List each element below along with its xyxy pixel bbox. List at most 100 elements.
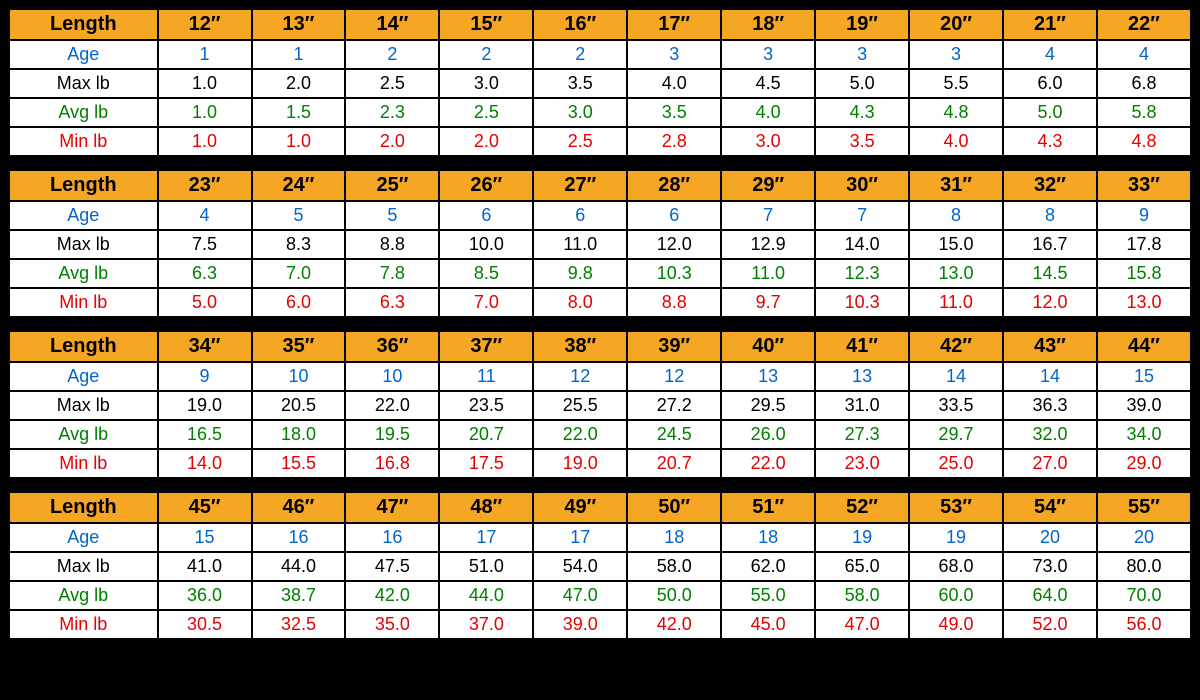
data-cell: 7.5 [158,230,252,259]
data-cell: 2.5 [439,98,533,127]
data-cell: 10.3 [815,288,909,317]
data-cell: 27.0 [1003,449,1097,478]
data-cell: 8.8 [345,230,439,259]
data-cell: 44.0 [439,581,533,610]
data-cell: 5.0 [158,288,252,317]
avg-lb-row: Avg lb16.518.019.520.722.024.526.027.329… [9,420,1191,449]
row-label: Max lb [9,391,158,420]
data-cell: 11 [439,362,533,391]
data-cell: 5 [345,201,439,230]
header-length-value: 45″ [158,492,252,523]
header-length-value: 22″ [1097,9,1191,40]
data-cell: 5.0 [815,69,909,98]
data-cell: 19.0 [158,391,252,420]
header-length-value: 52″ [815,492,909,523]
max-lb-row: Max lb1.02.02.53.03.54.04.55.05.56.06.8 [9,69,1191,98]
data-cell: 29.0 [1097,449,1191,478]
data-cell: 12.3 [815,259,909,288]
header-length-value: 49″ [533,492,627,523]
length-weight-table: Length12″13″14″15″16″17″18″19″20″21″22″A… [8,8,1192,157]
data-cell: 9 [1097,201,1191,230]
length-weight-table: Length34″35″36″37″38″39″40″41″42″43″44″A… [8,330,1192,479]
data-cell: 33.5 [909,391,1003,420]
row-label: Avg lb [9,581,158,610]
data-cell: 50.0 [627,581,721,610]
avg-lb-row: Avg lb6.37.07.88.59.810.311.012.313.014.… [9,259,1191,288]
data-cell: 2.5 [345,69,439,98]
header-length-value: 55″ [1097,492,1191,523]
data-cell: 2.0 [345,127,439,156]
header-length-label: Length [9,331,158,362]
header-length-value: 31″ [909,170,1003,201]
data-cell: 3 [721,40,815,69]
header-length-value: 42″ [909,331,1003,362]
data-cell: 25.5 [533,391,627,420]
data-cell: 8.5 [439,259,533,288]
row-label: Min lb [9,288,158,317]
data-cell: 3.0 [533,98,627,127]
data-cell: 14 [909,362,1003,391]
header-length-value: 18″ [721,9,815,40]
age-row: Age1516161717181819192020 [9,523,1191,552]
data-cell: 20.7 [627,449,721,478]
data-cell: 15.0 [909,230,1003,259]
data-cell: 4 [1003,40,1097,69]
data-cell: 8.8 [627,288,721,317]
data-cell: 2 [533,40,627,69]
data-cell: 17 [533,523,627,552]
data-cell: 2 [439,40,533,69]
data-cell: 5 [252,201,346,230]
data-cell: 2.8 [627,127,721,156]
data-cell: 15.5 [252,449,346,478]
data-cell: 18 [627,523,721,552]
data-cell: 39.0 [1097,391,1191,420]
header-length-value: 41″ [815,331,909,362]
data-cell: 10.3 [627,259,721,288]
header-length-value: 51″ [721,492,815,523]
data-cell: 19.0 [533,449,627,478]
header-length-value: 28″ [627,170,721,201]
data-cell: 36.0 [158,581,252,610]
header-length-value: 20″ [909,9,1003,40]
data-cell: 18 [721,523,815,552]
data-cell: 12.0 [627,230,721,259]
data-cell: 2.5 [533,127,627,156]
header-length-value: 34″ [158,331,252,362]
row-label: Avg lb [9,98,158,127]
data-cell: 1.0 [252,127,346,156]
data-cell: 5.5 [909,69,1003,98]
data-cell: 4.8 [1097,127,1191,156]
data-cell: 42.0 [627,610,721,639]
header-length-value: 38″ [533,331,627,362]
header-length-value: 30″ [815,170,909,201]
data-cell: 20 [1097,523,1191,552]
data-cell: 7.8 [345,259,439,288]
data-cell: 6.3 [345,288,439,317]
data-cell: 4.5 [721,69,815,98]
data-cell: 7.0 [252,259,346,288]
row-label: Min lb [9,610,158,639]
data-block: Length23″24″25″26″27″28″29″30″31″32″33″A… [8,169,1192,318]
data-cell: 64.0 [1003,581,1097,610]
data-cell: 12 [533,362,627,391]
data-cell: 13.0 [909,259,1003,288]
header-length-value: 23″ [158,170,252,201]
data-cell: 62.0 [721,552,815,581]
data-cell: 23.0 [815,449,909,478]
data-cell: 5.8 [1097,98,1191,127]
header-length-value: 27″ [533,170,627,201]
data-cell: 39.0 [533,610,627,639]
data-cell: 11.0 [721,259,815,288]
data-cell: 6 [627,201,721,230]
min-lb-row: Min lb14.015.516.817.519.020.722.023.025… [9,449,1191,478]
header-length-value: 35″ [252,331,346,362]
data-cell: 1.0 [158,98,252,127]
data-cell: 16.5 [158,420,252,449]
data-cell: 3.5 [533,69,627,98]
data-cell: 6 [533,201,627,230]
data-cell: 70.0 [1097,581,1191,610]
data-cell: 25.0 [909,449,1003,478]
data-cell: 7 [815,201,909,230]
data-cell: 5.0 [1003,98,1097,127]
data-cell: 16.8 [345,449,439,478]
